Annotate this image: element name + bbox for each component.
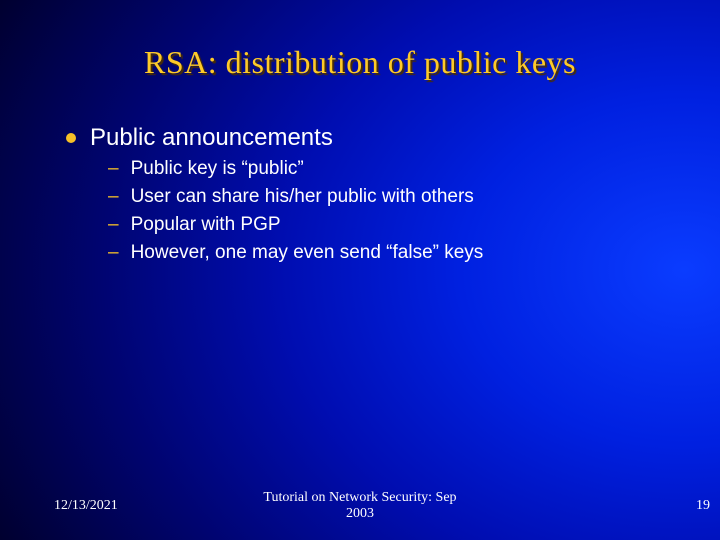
sub-bullet-text: However, one may even send “false” keys xyxy=(131,242,484,264)
dash-icon: – xyxy=(108,214,119,236)
sub-bullet-item: – Popular with PGP xyxy=(108,214,483,236)
dash-icon: – xyxy=(108,186,119,208)
sub-bullet-list: – Public key is “public” – User can shar… xyxy=(108,158,483,270)
footer-page-number: 19 xyxy=(696,498,710,514)
sub-bullet-text: User can share his/her public with other… xyxy=(131,186,474,208)
bullet-dot-icon xyxy=(66,133,76,143)
footer-title: Tutorial on Network Security: Sep 2003 xyxy=(0,490,720,522)
sub-bullet-item: – User can share his/her public with oth… xyxy=(108,186,483,208)
sub-bullet-item: – Public key is “public” xyxy=(108,158,483,180)
sub-bullet-item: – However, one may even send “false” key… xyxy=(108,242,483,264)
main-bullet: Public announcements xyxy=(66,124,333,152)
slide-title: RSA: distribution of public keys xyxy=(0,44,720,81)
main-bullet-text: Public announcements xyxy=(90,124,333,152)
sub-bullet-text: Popular with PGP xyxy=(131,214,281,236)
slide: RSA: distribution of public keys Public … xyxy=(0,0,720,540)
dash-icon: – xyxy=(108,158,119,180)
dash-icon: – xyxy=(108,242,119,264)
sub-bullet-text: Public key is “public” xyxy=(131,158,304,180)
